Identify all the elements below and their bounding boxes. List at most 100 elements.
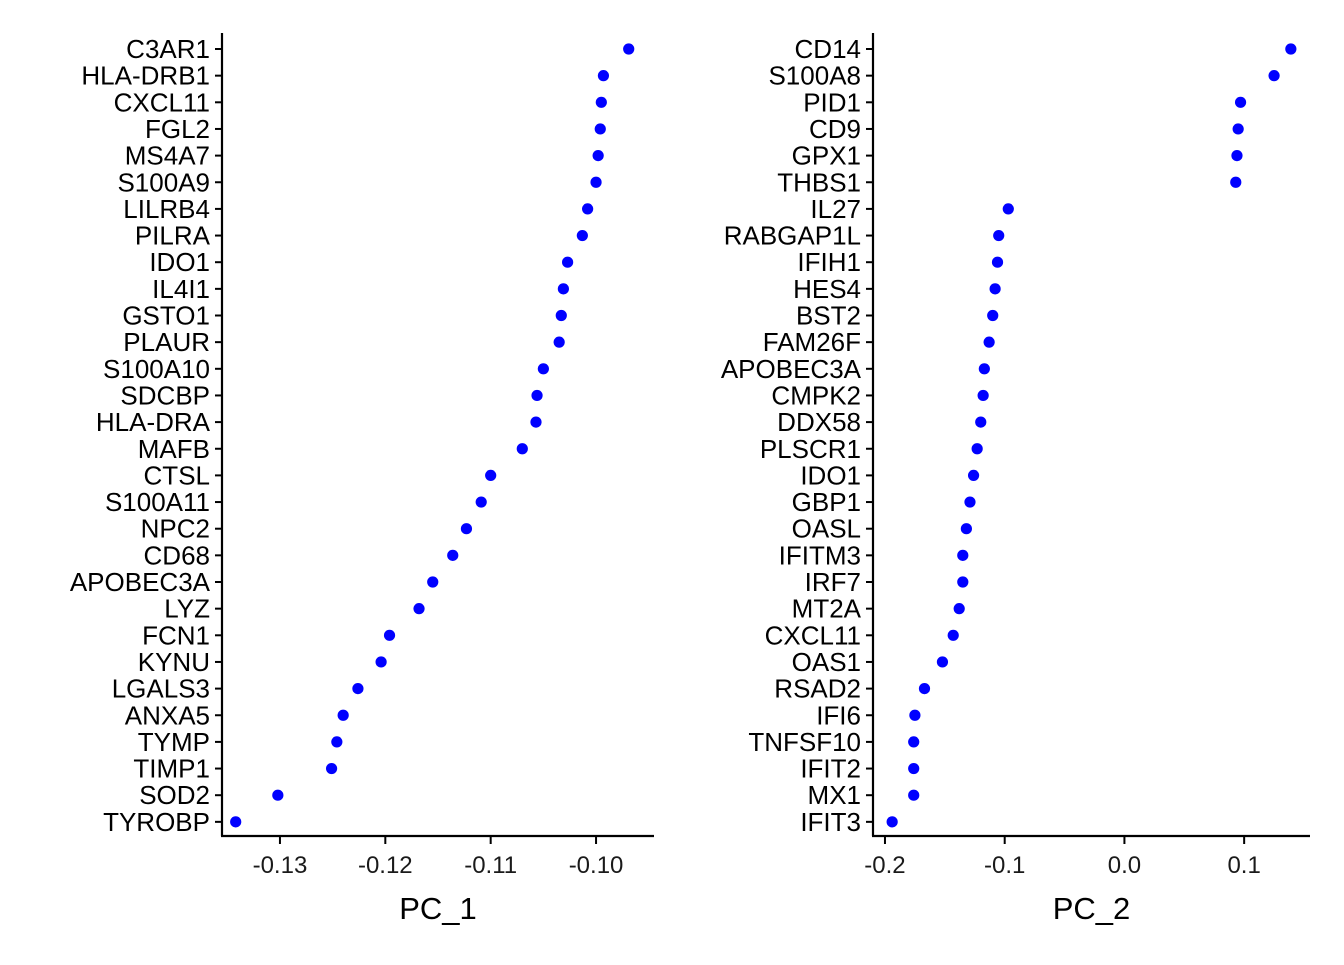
pc2-gene-label: MT2A [792, 594, 862, 624]
pc2-data-point [936, 656, 949, 668]
pc1-gene-label: GSTO1 [122, 301, 210, 331]
pc1-x-tick-label: -0.12 [358, 852, 413, 879]
pc1-gene-label: TYMP [138, 727, 210, 757]
pc1-data-point [272, 789, 284, 801]
pc1-data-point [460, 523, 473, 535]
pc1-gene-label: NPC2 [141, 514, 210, 544]
pc1-data-point [325, 762, 338, 775]
pc1-data-point [375, 656, 387, 668]
pc2-data-point [975, 416, 987, 428]
pc2-data-point [960, 523, 972, 535]
pc2-data-point [967, 469, 980, 481]
pc1-gene-label: IDO1 [149, 247, 210, 277]
pc1-data-point [555, 309, 567, 322]
pc2-x-axis-title: PC_2 [1053, 891, 1131, 926]
pc2-data-point [908, 789, 920, 801]
pc2-data-point [908, 762, 920, 775]
pc1-gene-label: ANXA5 [125, 700, 210, 730]
pc1-panel: C3AR1HLA-DRB1CXCL11FGL2MS4A7S100A9LILRB4… [70, 33, 654, 926]
pc2-gene-label: PLSCR1 [760, 434, 861, 464]
pc2-gene-label: OAS1 [792, 647, 861, 677]
pc2-gene-label: CXCL11 [765, 620, 861, 650]
pc2-gene-label: TNFSF10 [748, 727, 861, 757]
pc1-gene-label: PLAUR [123, 327, 210, 357]
pc1-gene-label: LGALS3 [112, 674, 210, 704]
pc2-data-point [953, 603, 965, 615]
pc1-data-point [427, 576, 439, 588]
pc1-data-point [383, 629, 396, 641]
pc1-data-point [590, 176, 602, 188]
pc2-data-point [1002, 203, 1014, 215]
pc1-data-point [413, 603, 425, 615]
pc1-data-point [230, 816, 242, 828]
pc2-data-point [989, 283, 1001, 295]
pc2-gene-label: PID1 [803, 87, 861, 117]
pc2-gene-label: IFIT3 [800, 807, 861, 837]
pc1-gene-label: SOD2 [139, 780, 210, 810]
pc1-gene-label: LILRB4 [123, 194, 210, 224]
pc1-gene-label: TIMP1 [133, 754, 210, 784]
pc2-data-point [1268, 70, 1280, 82]
pc2-gene-label: RABGAP1L [724, 221, 861, 251]
pc1-x-axis-title: PC_1 [399, 891, 477, 926]
pc1-data-point [597, 70, 610, 82]
pc2-data-point [971, 443, 983, 455]
pc1-gene-label: S100A10 [103, 354, 210, 384]
pc2-gene-label: MX1 [808, 780, 861, 810]
pc1-gene-label: KYNU [138, 647, 210, 677]
pc1-data-point [352, 683, 364, 695]
pc2-data-point [993, 229, 1005, 242]
pc2-gene-label: THBS1 [777, 167, 861, 197]
pc1-gene-label: MAFB [138, 434, 210, 464]
pc1-gene-label: PILRA [135, 221, 211, 251]
pc2-gene-label: DDX58 [777, 407, 861, 437]
pc1-data-point [516, 443, 528, 455]
pc2-data-point [964, 496, 976, 508]
pc1-gene-label: CXCL11 [114, 87, 210, 117]
pc1-data-point [485, 469, 497, 481]
pc2-x-tick-label: 0.1 [1227, 852, 1260, 879]
pc1-gene-label: FGL2 [145, 114, 210, 144]
pc2-gene-label: GPX1 [792, 141, 861, 171]
pc2-gene-label: IFITM3 [779, 540, 861, 570]
pc1-gene-label: LYZ [164, 594, 210, 624]
pc2-gene-label: CD9 [809, 114, 861, 144]
pc2-x-tick-label: -0.2 [864, 852, 905, 879]
pc2-data-point [1231, 150, 1243, 162]
pc1-data-point [531, 389, 543, 402]
pc2-gene-label: IFIH1 [797, 247, 861, 277]
pc1-data-point [562, 256, 574, 268]
pc1-data-point [475, 496, 487, 508]
pc2-gene-label: IRF7 [805, 567, 861, 597]
pc1-x-tick-label: -0.10 [569, 852, 624, 879]
pc1-gene-label: S100A9 [117, 167, 210, 197]
pc2-gene-label: IFI6 [816, 700, 861, 730]
pc1-data-point [576, 229, 588, 242]
pc1-data-point [447, 549, 459, 561]
pc2-data-point [908, 736, 920, 748]
pc2-data-point [978, 363, 990, 375]
pc2-data-point [1232, 123, 1244, 135]
pc2-gene-label: HES4 [793, 274, 861, 304]
pc1-data-point [592, 150, 604, 162]
pc2-gene-label: OASL [792, 514, 861, 544]
pc2-gene-label: IFIT2 [800, 754, 861, 784]
pc2-data-point [909, 709, 921, 721]
pc2-data-point [957, 576, 969, 588]
pc1-data-point [623, 43, 635, 55]
pc2-data-point [918, 683, 931, 695]
pc2-gene-label: RSAD2 [774, 674, 861, 704]
pc2-gene-label: BST2 [796, 301, 861, 331]
pc2-data-point [977, 389, 989, 402]
pc2-x-tick-label: 0.0 [1108, 852, 1141, 879]
pc2-data-point [1234, 96, 1247, 108]
pc1-data-point [557, 283, 569, 295]
pc1-gene-label: TYROBP [103, 807, 210, 837]
pc2-gene-label: IDO1 [800, 460, 861, 490]
pc2-gene-label: FAM26F [763, 327, 861, 357]
pc1-gene-label: IL4I1 [152, 274, 210, 304]
pc1-data-point [594, 123, 606, 135]
pc2-data-point [886, 816, 898, 828]
pc2-data-point [987, 309, 999, 322]
